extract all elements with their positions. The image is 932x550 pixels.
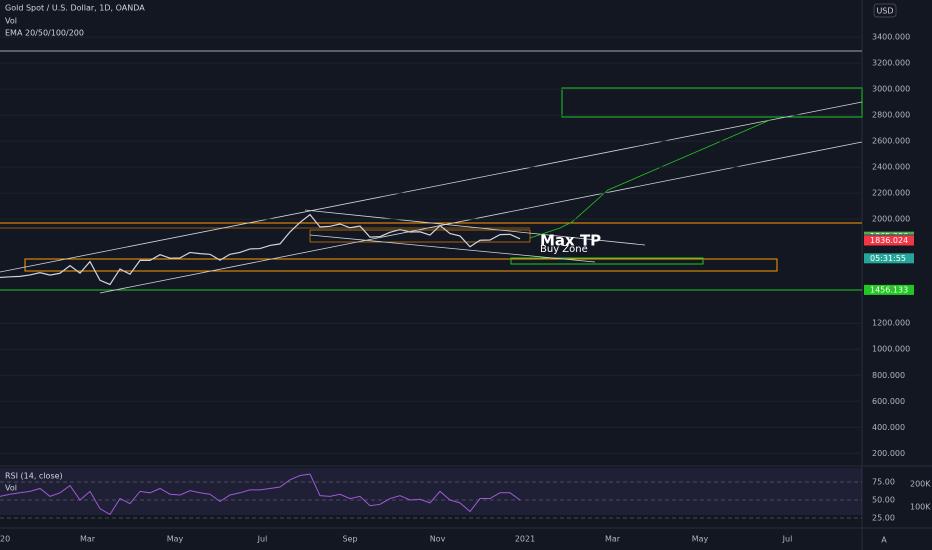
countdown-badge — [864, 253, 914, 264]
currency-button[interactable] — [873, 3, 897, 18]
x-tick-label: Mar — [80, 535, 96, 544]
y-tick-label: 1000.000 — [872, 345, 910, 354]
x-tick-label: May — [167, 535, 184, 544]
x-tick-label: Jul — [782, 535, 793, 544]
zone-box — [24, 258, 778, 272]
y-tick-label: 3200.000 — [872, 59, 910, 68]
symbol-title: Gold Spot / U.S. Dollar, 1D, OANDA — [5, 4, 145, 13]
price-line — [0, 213, 521, 286]
y-tick-label: 2600.000 — [872, 137, 910, 146]
y-tick-label: 3000.000 — [872, 85, 910, 94]
x-tick-label: Mar — [605, 535, 621, 544]
y-tick-label: 1200.000 — [872, 319, 910, 328]
annotation: Buy Zone — [540, 244, 588, 255]
y-tick-label: 2400.000 — [872, 163, 910, 172]
x-tick-label: Jul — [257, 535, 268, 544]
x-tick-label: 2021 — [515, 535, 535, 544]
rsi-tick-label: 50.00 — [872, 496, 895, 505]
vol-tick-label: 200K — [910, 480, 931, 489]
wedge-line — [304, 209, 646, 246]
price-badge-label: 1836.024 — [870, 236, 908, 245]
x-tick-label: Sep — [342, 535, 357, 544]
y-tick-label: 600.000 — [872, 397, 905, 406]
indicator-label: Vol — [5, 17, 17, 26]
countdown: 05:31:55 — [870, 254, 906, 263]
wedge-line — [309, 234, 596, 263]
vol-tick-label: 100K — [910, 503, 931, 512]
rsi-line — [0, 473, 521, 516]
y-tick-label: 800.000 — [872, 371, 905, 380]
y-tick-label: 2800.000 — [872, 111, 910, 120]
buy-zone-box — [510, 257, 704, 265]
rsi-band — [0, 468, 862, 515]
currency-label[interactable]: USD — [876, 7, 893, 16]
indicator-label: EMA 20/50/100/200 — [5, 29, 84, 38]
rsi-tick-label: 75.00 — [872, 478, 895, 487]
x-tick-label: Nov — [430, 535, 446, 544]
rsi-tick-label: 25.00 — [872, 514, 895, 523]
auto-scale[interactable]: A — [881, 536, 887, 545]
price-badge-label: 1456.133 — [870, 285, 908, 294]
annotation: Max TP — [540, 232, 601, 250]
y-tick-label: 2000.000 — [872, 215, 910, 224]
y-tick-label: 2200.000 — [872, 189, 910, 198]
rsi-title: RSI (14, close) — [5, 472, 63, 481]
price-badge — [864, 235, 914, 246]
channel-line — [0, 101, 863, 273]
x-tick-label: 2020 — [0, 535, 10, 544]
y-tick-label: 200.000 — [872, 449, 905, 458]
target-box — [561, 87, 863, 118]
vol-label: Vol — [5, 484, 17, 493]
x-tick-label: May — [692, 535, 709, 544]
y-tick-label: 3400.000 — [872, 33, 910, 42]
y-tick-label: 400.000 — [872, 423, 905, 432]
range-box — [309, 229, 531, 243]
price-badge — [864, 284, 914, 295]
